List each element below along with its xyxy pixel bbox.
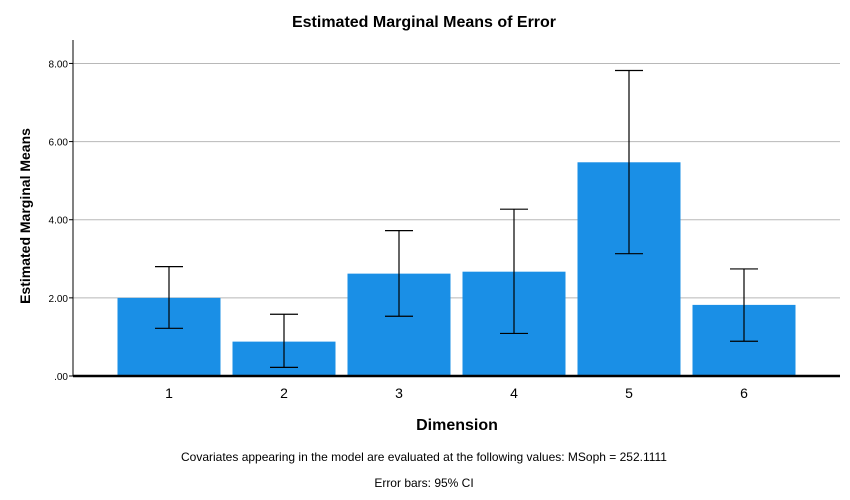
x-tick-label: 1	[165, 385, 173, 401]
y-tick-label: 6.00	[49, 138, 69, 149]
error-bar-6	[730, 268, 758, 342]
x-axis-label: Dimension	[416, 417, 498, 434]
chart-title: Estimated Marginal Means of Error	[292, 14, 556, 31]
error-bar-3	[385, 230, 413, 317]
error-bar-2	[270, 313, 298, 369]
covariates-note: Covariates appearing in the model are ev…	[181, 450, 667, 464]
x-tick-labels: 1 2 3 4 5 6	[165, 385, 748, 401]
y-tick-label: .00	[54, 372, 68, 383]
x-tick-label: 2	[280, 385, 288, 401]
x-tick-label: 4	[510, 385, 518, 401]
x-tick-label: 6	[740, 385, 748, 401]
y-tick-labels: .00 2.00 4.00 6.00 8.00	[49, 59, 69, 383]
error-bar-4	[500, 208, 528, 335]
y-axis-label: Estimated Marginal Means	[17, 128, 33, 304]
y-tick-label: 8.00	[49, 59, 69, 70]
axes	[69, 40, 840, 378]
error-bars-note: Error bars: 95% CI	[374, 476, 473, 490]
error-bar-1	[155, 266, 183, 329]
y-tick-label: 2.00	[49, 294, 69, 305]
bars	[117, 162, 796, 376]
x-tick-label: 3	[395, 385, 403, 401]
error-bars	[155, 69, 758, 369]
x-tick-label: 5	[625, 385, 633, 401]
y-tick-label: 4.00	[49, 216, 69, 227]
error-bar-5	[615, 69, 643, 255]
gridlines	[73, 62, 840, 299]
